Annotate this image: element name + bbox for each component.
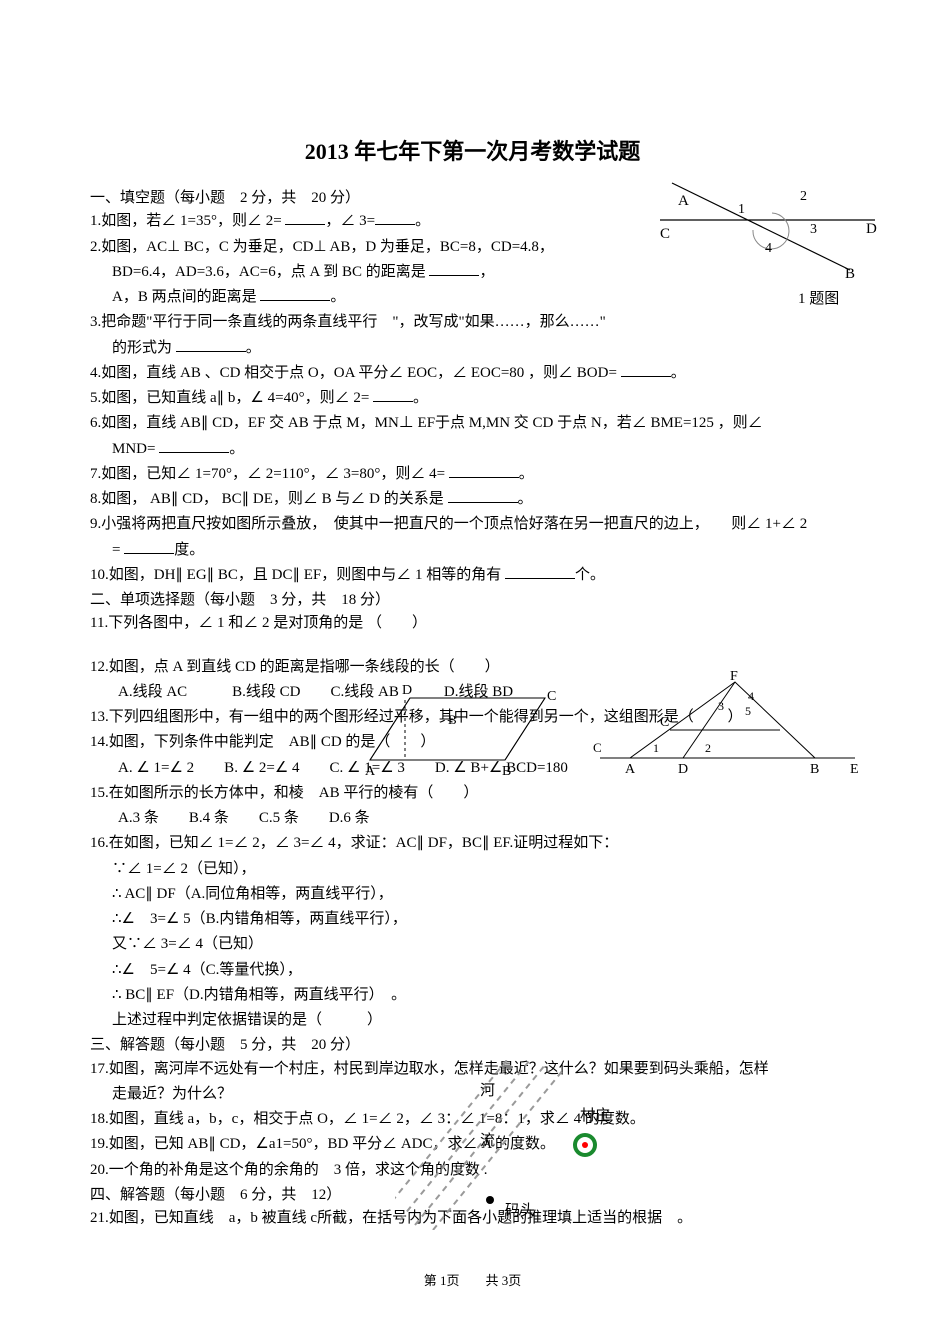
question-14: 14.如图，下列条件中能判定 AB∥ CD 的是（ ） (90, 731, 855, 754)
figure-q1: A C D B 2 3 4 1 1 题图 (650, 175, 885, 315)
q6-l2-end: 。 (229, 441, 244, 457)
question-17: 17.如图，离河岸不远处有一个村庄，村民到岸边取水，怎样走最近？这什么？如果要到… (90, 1058, 855, 1081)
q10-end: 个。 (575, 567, 605, 583)
q8-text: 8.如图， AB∥ CD， BC∥ DE，则∠ B 与∠ D 的关系是 (90, 491, 448, 507)
q2-text: 2.如图，AC⊥ BC，C 为垂足，CD⊥ AB，D 为垂足，BC=8，CD=4… (90, 239, 554, 255)
question-15: 15.在如图所示的长方体中，和棱 AB 平行的棱有（ ） (90, 782, 855, 805)
q16-l5: ∴∠ 5=∠ 4（C.等量代换）， (90, 959, 855, 982)
question-17-line2: 走最近？为什么？ (90, 1083, 855, 1106)
question-14-options: A. ∠ 1=∠ 2 B. ∠ 2=∠ 4 C. ∠ 1=∠ 3 D. ∠ B+… (90, 757, 855, 780)
question-11: 11.下列各图中，∠ 1 和∠ 2 是对顶角的是 （ ） (90, 612, 855, 635)
page-footer: 第 1页 共 3页 (0, 1271, 945, 1291)
question-15-options: A.3 条 B.4 条 C.5 条 D.6 条 (90, 807, 855, 830)
q8-end: 。 (518, 491, 533, 507)
question-13: 13.下列四组图形中，有一组中的两个图形经过平移，其中一个能得到另一个，这组图形… (90, 706, 855, 729)
q7-end: 。 (519, 466, 534, 482)
q6-l2: MND= (112, 441, 159, 457)
label-B: B (845, 266, 855, 282)
label-4: 4 (765, 241, 772, 256)
q2-l3: A，B 两点间的距离是 (112, 289, 260, 305)
q1-end: 。 (415, 213, 430, 229)
question-12: 12.如图，点 A 到直线 CD 的距离是指哪一条线段的长（ ） (90, 656, 855, 679)
label-3: 3 (810, 222, 817, 237)
q16-l2: ∴ AC∥ DF（A.同位角相等，两直线平行）， (90, 883, 855, 906)
q1-text: 1.如图，若∠ 1=35°，则∠ 2= (90, 213, 285, 229)
label-C: C (660, 226, 670, 242)
q5-text: 5.如图，已知直线 a∥ b，∠ 4=40°，则∠ 2= (90, 390, 373, 406)
question-4: 4.如图，直线 AB 、CD 相交于点 O，OA 平分∠ EOC，∠ EOC=8… (90, 362, 855, 385)
question-3: 3.把命题"平行于同一条直线的两条直线平行 "，改写成"如果……，那么……" (90, 311, 625, 334)
question-7: 7.如图，已知∠ 1=70°，∠ 2=110°，∠ 3=80°，则∠ 4= 。 (90, 463, 855, 486)
q2-l2-end: ， (479, 264, 494, 280)
q16-l1: ∵∠ 1=∠ 2（已知）， (90, 858, 855, 881)
document-title: 2013 年七年下第一次月考数学试题 (90, 135, 855, 169)
question-3-line2: 的形式为 。 (90, 337, 625, 360)
q16-l4: 又∵∠ 3=∠ 4（已知） (90, 933, 855, 956)
q3-text: 3.把命题"平行于同一条直线的两条直线平行 "，改写成"如果……，那么……" (90, 314, 606, 330)
q16-l3: ∴∠ 3=∠ 5（B.内错角相等，两直线平行）， (90, 908, 855, 931)
q9-text: 9.小强将两把直尺按如图所示叠放， 使其中一把直尺的一个顶点恰好落在另一把直尺的… (90, 516, 807, 532)
q16-l6: ∴ BC∥ EF（D.内错角相等，两直线平行） 。 (90, 984, 855, 1007)
section3-header: 三、解答题（每小题 5 分，共 20 分） (90, 1034, 855, 1057)
section4-header: 四、解答题（每小题 6 分，共 12） (90, 1184, 855, 1207)
question-16: 16.在如图，已知∠ 1=∠ 2，∠ 3=∠ 4，求证：AC∥ DF，BC∥ E… (90, 832, 855, 855)
figure-q1-svg: A C D B 2 3 4 1 1 题图 (650, 175, 885, 315)
question-12-options: A.线段 AC B.线段 CD C.线段 AB D.线段 BD (90, 681, 855, 704)
figure-q1-caption: 1 题图 (798, 290, 839, 307)
label-1: 1 (738, 202, 745, 217)
q6-text: 6.如图，直线 AB∥ CD，EF 交 AB 于点 M，MN⊥ EF于点 M,M… (90, 415, 763, 431)
question-2-line2: BD=6.4，AD=3.6，AC=6，点 A 到 BC 的距离是 ， (90, 261, 625, 284)
question-9-line2: = 度。 (90, 539, 855, 562)
question-1: 1.如图，若∠ 1=35°，则∠ 2= ，∠ 3= 。 (90, 210, 625, 233)
q7-text: 7.如图，已知∠ 1=70°，∠ 2=110°，∠ 3=80°，则∠ 4= (90, 466, 449, 482)
section2-header: 二、单项选择题（每小题 3 分，共 18 分） (90, 589, 855, 612)
q10-text: 10.如图，DH∥ EG∥ BC，且 DC∥ EF，则图中与∠ 1 相等的角有 (90, 567, 505, 583)
question-10: 10.如图，DH∥ EG∥ BC，且 DC∥ EF，则图中与∠ 1 相等的角有 … (90, 564, 855, 587)
question-20: 20.一个角的补角是这个角的余角的 3 倍，求这个角的度数 . (90, 1159, 855, 1182)
q16-l7: 上述过程中判定依据错误的是（ ） (90, 1009, 855, 1032)
question-6-line2: MND= 。 (90, 438, 855, 461)
question-9: 9.小强将两把直尺按如图所示叠放， 使其中一把直尺的一个顶点恰好落在另一把直尺的… (90, 513, 855, 536)
q9-l2: = (112, 542, 124, 558)
q3-l2-end: 。 (246, 340, 261, 356)
question-6: 6.如图，直线 AB∥ CD，EF 交 AB 于点 M，MN⊥ EF于点 M,M… (90, 412, 855, 435)
q5-end: 。 (413, 390, 428, 406)
question-2: 2.如图，AC⊥ BC，C 为垂足，CD⊥ AB，D 为垂足，BC=8，CD=4… (90, 236, 625, 259)
question-5: 5.如图，已知直线 a∥ b，∠ 4=40°，则∠ 2= 。 (90, 387, 855, 410)
q3-l2: 的形式为 (112, 340, 176, 356)
q4-text: 4.如图，直线 AB 、CD 相交于点 O，OA 平分∠ EOC，∠ EOC=8… (90, 365, 621, 381)
label-D: D (866, 221, 877, 237)
question-2-line3: A，B 两点间的距离是 。 (90, 286, 625, 309)
q2-l3-end: 。 (330, 289, 345, 305)
q2-l2: BD=6.4，AD=3.6，AC=6，点 A 到 BC 的距离是 (112, 264, 429, 280)
q4-end: 。 (671, 365, 686, 381)
q1-mid: ，∠ 3= (325, 213, 375, 229)
question-21: 21.如图，已知直线 a，b 被直线 c所截，在括号内为下面各小题的推理填上适当… (90, 1207, 855, 1230)
question-18: 18.如图，直线 a，b，c，相交于点 O，∠ 1=∠ 2，∠ 3：∠ 1=8：… (90, 1108, 855, 1131)
q9-l2-end: 度。 (174, 542, 204, 558)
label-A: A (678, 193, 689, 209)
question-8: 8.如图， AB∥ CD， BC∥ DE，则∠ B 与∠ D 的关系是 。 (90, 488, 855, 511)
label-2: 2 (800, 189, 807, 204)
question-19: 19.如图，已知 AB∥ CD，∠a1=50°，BD 平分∠ ADC，求∠ A … (90, 1133, 855, 1156)
